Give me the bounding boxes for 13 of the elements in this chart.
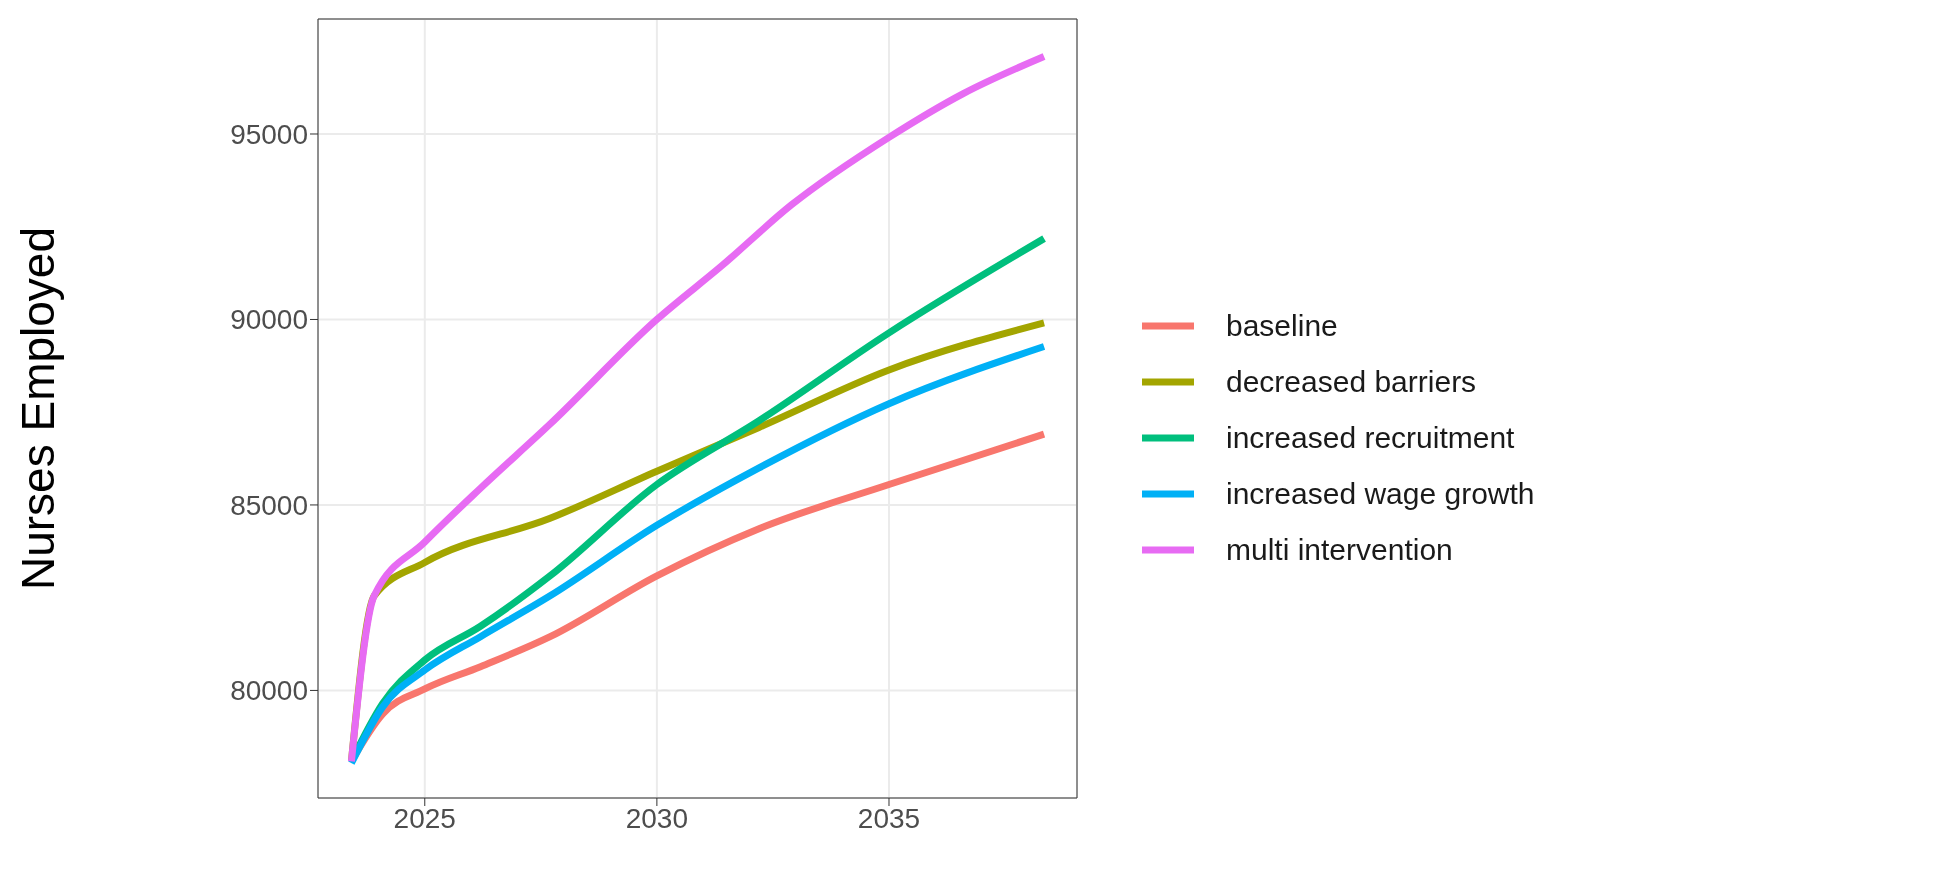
y-tick-label: 85000 (230, 489, 308, 521)
x-tick-label: 2030 (625, 802, 689, 834)
y-tick-label: 80000 (230, 675, 308, 707)
x-tick-label: 2035 (857, 802, 921, 834)
legend-label: multi intervention (1226, 533, 1453, 567)
y-tick-label: 90000 (230, 304, 308, 336)
x-tick-label: 2025 (393, 802, 456, 834)
y-tick-label: 95000 (230, 118, 308, 150)
legend-label: baseline (1226, 309, 1338, 343)
y-axis-title: Nurses Employed (12, 226, 65, 591)
legend-label: increased wage growth (1226, 477, 1535, 511)
legend-label: decreased barriers (1226, 365, 1477, 399)
legend-label: increased recruitment (1226, 421, 1515, 455)
